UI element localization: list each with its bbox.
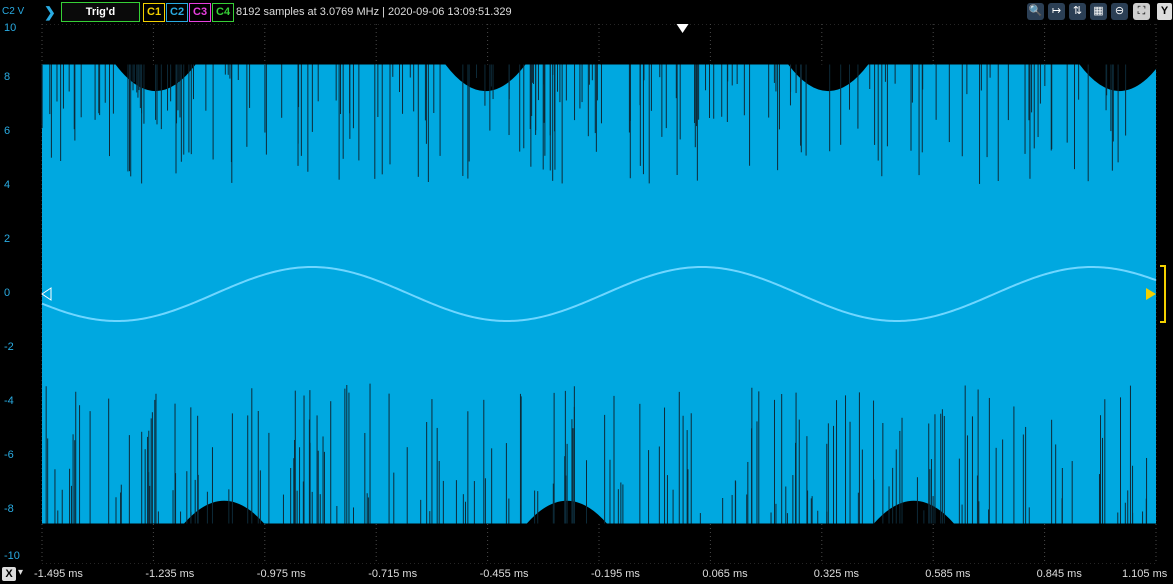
zero-offset-marker-left-icon (41, 287, 52, 301)
envelope-dip (1079, 64, 1160, 92)
acquisition-info: 8192 samples at 3.0769 MHz | 2020-09-06 … (236, 6, 512, 18)
x-tick-label: 0.585 ms (925, 568, 971, 580)
channel-1-button[interactable]: C1 (143, 3, 166, 22)
x-tick-label: -1.235 ms (145, 568, 195, 580)
envelope-bump (873, 500, 954, 524)
zoom-in-icon[interactable]: 🔍 (1027, 3, 1044, 20)
x-tick-label: 0.325 ms (813, 568, 860, 580)
c2-envelope (42, 64, 1156, 524)
range-bracket (1160, 265, 1166, 323)
x-tick-label: 0.845 ms (1036, 568, 1082, 580)
trigger-level-marker-icon (1146, 288, 1156, 300)
zoom-y-icon[interactable]: ⇅ (1069, 3, 1086, 20)
x-tick-label: 0.065 ms (702, 568, 748, 580)
y-tick-label: -6 (4, 449, 14, 461)
x-axis-bar: X ▾ -1.495 ms -1.235 ms -0.975 ms -0.715 ms… (0, 564, 1173, 584)
sine-line (41, 265, 1157, 322)
trigger-position-marker-icon (676, 24, 689, 33)
zoom-out-icon[interactable]: ⊖ (1111, 3, 1128, 20)
x-tick-label: -0.975 ms (256, 568, 306, 580)
envelope-bump (184, 500, 265, 524)
toolbar: C2 V ❯ Trig'd C1 C2 C3 C4 8192 samples a… (0, 0, 1173, 24)
y-axis-button[interactable]: Y (1157, 3, 1172, 20)
scope-plot[interactable] (0, 24, 1173, 564)
y-tick-label: 10 (4, 22, 17, 34)
y-tick-label: -4 (4, 395, 14, 407)
run-arrow-icon[interactable]: ❯ (44, 4, 56, 20)
c2-trace (41, 64, 1173, 524)
y-tick-label: 2 (4, 233, 11, 245)
channel-3-button[interactable]: C3 (189, 3, 212, 22)
x-tick-label: -0.715 ms (368, 568, 418, 580)
x-tick-label: 1.105 ms (1122, 568, 1168, 580)
zoom-xy-icon[interactable]: ▦ (1090, 3, 1107, 20)
channel-axis-label: C2 V (2, 6, 25, 17)
x-axis-button[interactable]: X (2, 567, 16, 581)
envelope-dip (445, 64, 526, 92)
y-tick-label: 0 (4, 287, 11, 299)
y-tick-label: 8 (4, 71, 11, 83)
envelope-dip (788, 64, 869, 92)
trigger-status-button[interactable]: Trig'd (61, 2, 140, 22)
y-tick-label: 6 (4, 125, 11, 137)
y-tick-label: 4 (4, 179, 11, 191)
y-tick-label: -2 (4, 341, 14, 353)
x-tick-label: -0.455 ms (479, 568, 529, 580)
zoom-x-icon[interactable]: ↦ (1048, 3, 1065, 20)
x-tick-label: -0.195 ms (591, 568, 640, 580)
x-tick-label: -1.495 ms (34, 568, 83, 580)
channel-4-button[interactable]: C4 (212, 3, 235, 22)
envelope-bump (1156, 508, 1173, 524)
x-axis-dropdown-icon[interactable]: ▾ (18, 567, 24, 578)
y-tick-label: -8 (4, 503, 14, 515)
y-tick-label: -10 (4, 550, 20, 562)
markers (41, 24, 1166, 323)
zoom-fit-icon[interactable]: ⛶ (1133, 3, 1150, 20)
channel-2-button[interactable]: C2 (166, 3, 189, 22)
